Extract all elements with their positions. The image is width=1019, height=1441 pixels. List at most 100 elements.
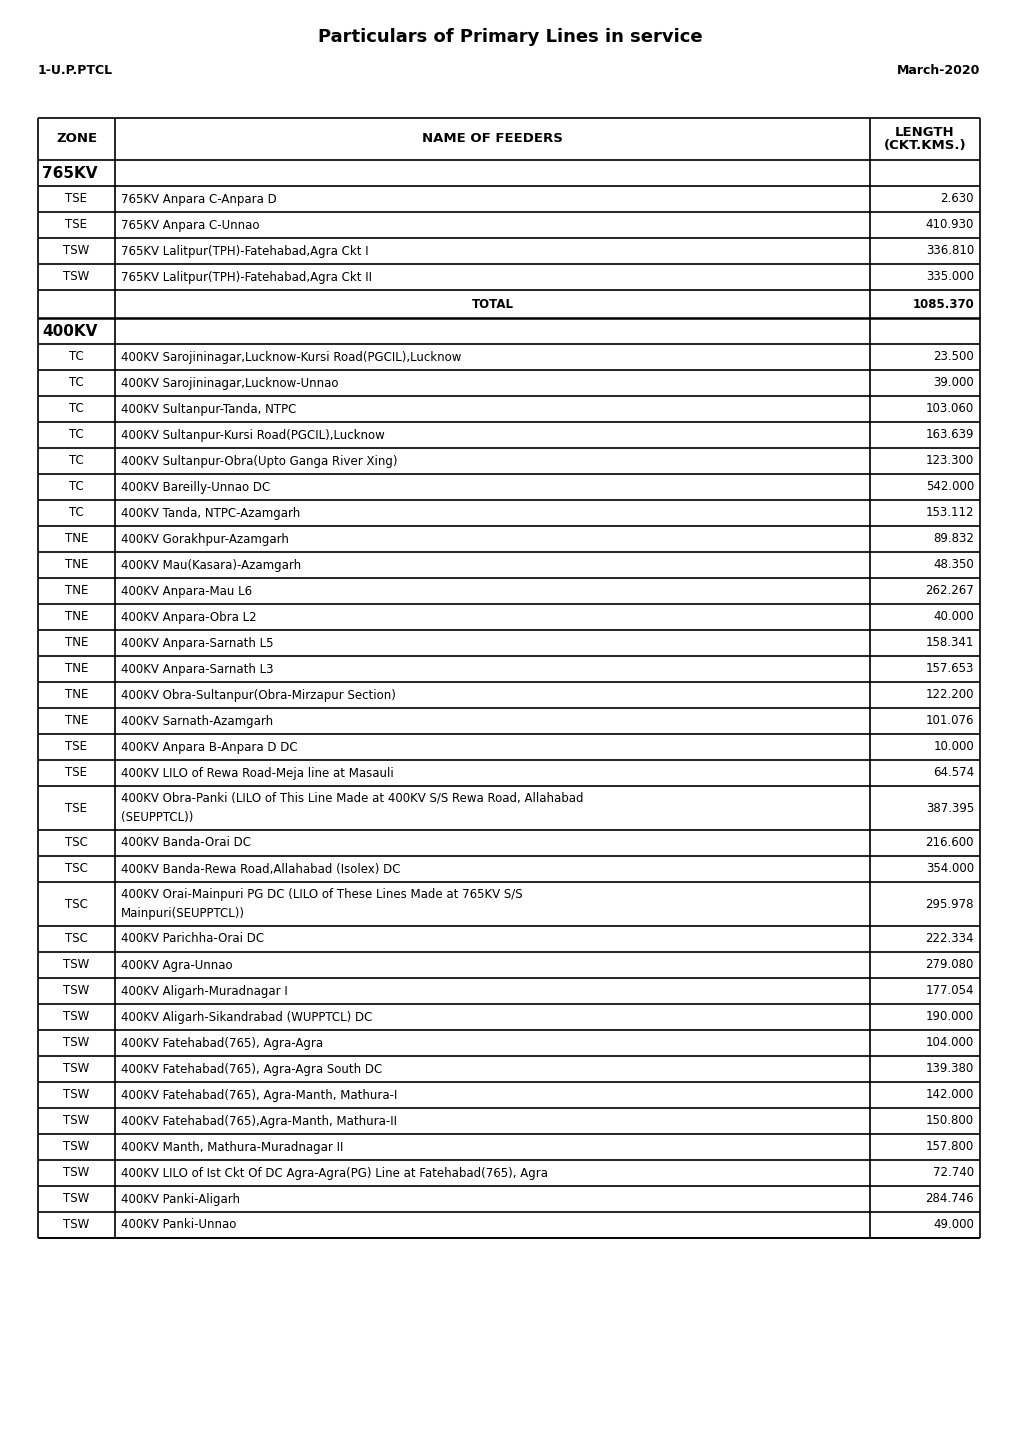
Text: 400KV Fatehabad(765),Agra-Manth, Mathura-II: 400KV Fatehabad(765),Agra-Manth, Mathura… [121,1114,396,1127]
Text: TC: TC [69,454,84,467]
Text: 39.000: 39.000 [932,376,973,389]
Text: TSW: TSW [63,1219,90,1232]
Text: 157.653: 157.653 [924,663,973,676]
Text: 400KV Sultanpur-Kursi Road(PGCIL),Lucknow: 400KV Sultanpur-Kursi Road(PGCIL),Luckno… [121,428,384,441]
Text: TSE: TSE [65,741,88,754]
Text: 400KV Aligarh-Sikandrabad (WUPPTCL) DC: 400KV Aligarh-Sikandrabad (WUPPTCL) DC [121,1010,372,1023]
Text: 400KV Banda-Orai DC: 400KV Banda-Orai DC [121,836,251,850]
Text: TC: TC [69,376,84,389]
Text: 72.740: 72.740 [932,1167,973,1180]
Text: TNE: TNE [65,663,88,676]
Text: 262.267: 262.267 [924,585,973,598]
Text: TSW: TSW [63,958,90,971]
Text: TSW: TSW [63,984,90,997]
Text: 279.080: 279.080 [924,958,973,971]
Text: Mainpuri(SEUPPTCL)): Mainpuri(SEUPPTCL)) [121,906,245,919]
Text: TSW: TSW [63,1036,90,1049]
Text: 400KV Fatehabad(765), Agra-Manth, Mathura-I: 400KV Fatehabad(765), Agra-Manth, Mathur… [121,1088,397,1101]
Text: TSC: TSC [65,898,88,911]
Text: 400KV Bareilly-Unnao DC: 400KV Bareilly-Unnao DC [121,480,270,493]
Text: TSE: TSE [65,767,88,780]
Text: 216.600: 216.600 [924,836,973,850]
Text: 23.500: 23.500 [932,350,973,363]
Text: TNE: TNE [65,611,88,624]
Text: 400KV Gorakhpur-Azamgarh: 400KV Gorakhpur-Azamgarh [121,533,288,546]
Text: 387.395: 387.395 [925,801,973,814]
Text: 123.300: 123.300 [925,454,973,467]
Text: 2.630: 2.630 [940,193,973,206]
Text: 336.810: 336.810 [925,245,973,258]
Text: TSC: TSC [65,932,88,945]
Text: 163.639: 163.639 [924,428,973,441]
Text: TSW: TSW [63,245,90,258]
Text: 765KV Anpara C-Unnao: 765KV Anpara C-Unnao [121,219,259,232]
Text: 284.746: 284.746 [924,1193,973,1206]
Text: TSW: TSW [63,271,90,284]
Text: TC: TC [69,428,84,441]
Text: 400KV: 400KV [42,323,97,339]
Text: 400KV Fatehabad(765), Agra-Agra South DC: 400KV Fatehabad(765), Agra-Agra South DC [121,1062,382,1075]
Text: 542.000: 542.000 [925,480,973,493]
Text: TSC: TSC [65,863,88,876]
Text: 150.800: 150.800 [925,1114,973,1127]
Text: NAME OF FEEDERS: NAME OF FEEDERS [422,133,562,146]
Text: TNE: TNE [65,585,88,598]
Text: 40.000: 40.000 [932,611,973,624]
Text: TC: TC [69,402,84,415]
Text: March-2020: March-2020 [896,63,979,76]
Text: 400KV Sultanpur-Obra(Upto Ganga River Xing): 400KV Sultanpur-Obra(Upto Ganga River Xi… [121,454,397,467]
Text: 101.076: 101.076 [924,715,973,728]
Text: 400KV Mau(Kasara)-Azamgarh: 400KV Mau(Kasara)-Azamgarh [121,559,301,572]
Text: 177.054: 177.054 [924,984,973,997]
Text: 295.978: 295.978 [924,898,973,911]
Text: 400KV Sarojininagar,Lucknow-Kursi Road(PGCIL),Lucknow: 400KV Sarojininagar,Lucknow-Kursi Road(P… [121,350,461,363]
Text: TSC: TSC [65,836,88,850]
Text: TSE: TSE [65,219,88,232]
Text: 400KV LILO of Rewa Road-Meja line at Masauli: 400KV LILO of Rewa Road-Meja line at Mas… [121,767,393,780]
Text: 400KV Parichha-Orai DC: 400KV Parichha-Orai DC [121,932,264,945]
Text: TSE: TSE [65,193,88,206]
Text: 1-U.P.PTCL: 1-U.P.PTCL [38,63,113,76]
Text: 10.000: 10.000 [932,741,973,754]
Text: ZONE: ZONE [56,133,97,146]
Text: 400KV Agra-Unnao: 400KV Agra-Unnao [121,958,232,971]
Text: TNE: TNE [65,637,88,650]
Text: 400KV LILO of Ist Ckt Of DC Agra-Agra(PG) Line at Fatehabad(765), Agra: 400KV LILO of Ist Ckt Of DC Agra-Agra(PG… [121,1167,547,1180]
Text: 354.000: 354.000 [925,863,973,876]
Text: 139.380: 139.380 [925,1062,973,1075]
Text: 142.000: 142.000 [924,1088,973,1101]
Text: 765KV Lalitpur(TPH)-Fatehabad,Agra Ckt II: 765KV Lalitpur(TPH)-Fatehabad,Agra Ckt I… [121,271,372,284]
Text: 400KV Sarojininagar,Lucknow-Unnao: 400KV Sarojininagar,Lucknow-Unnao [121,376,338,389]
Text: 222.334: 222.334 [924,932,973,945]
Text: TSW: TSW [63,1140,90,1153]
Text: TSW: TSW [63,1088,90,1101]
Text: TNE: TNE [65,559,88,572]
Text: TNE: TNE [65,715,88,728]
Text: 410.930: 410.930 [924,219,973,232]
Text: 122.200: 122.200 [924,689,973,702]
Text: TC: TC [69,480,84,493]
Text: TSW: TSW [63,1062,90,1075]
Text: (SEUPPTCL)): (SEUPPTCL)) [121,811,194,824]
Text: TNE: TNE [65,689,88,702]
Text: LENGTH: LENGTH [895,125,954,138]
Text: (CKT.KMS.): (CKT.KMS.) [882,140,965,153]
Text: 400KV Anpara-Obra L2: 400KV Anpara-Obra L2 [121,611,257,624]
Text: 400KV Panki-Unnao: 400KV Panki-Unnao [121,1219,236,1232]
Text: 400KV Anpara B-Anpara D DC: 400KV Anpara B-Anpara D DC [121,741,298,754]
Text: 153.112: 153.112 [924,506,973,520]
Text: 190.000: 190.000 [925,1010,973,1023]
Text: TSW: TSW [63,1193,90,1206]
Text: 400KV Orai-Mainpuri PG DC (LILO of These Lines Made at 765KV S/S: 400KV Orai-Mainpuri PG DC (LILO of These… [121,888,522,901]
Text: 1085.370: 1085.370 [911,297,973,310]
Text: TSW: TSW [63,1010,90,1023]
Text: 400KV Sultanpur-Tanda, NTPC: 400KV Sultanpur-Tanda, NTPC [121,402,297,415]
Text: 157.800: 157.800 [925,1140,973,1153]
Text: 49.000: 49.000 [932,1219,973,1232]
Text: 400KV Tanda, NTPC-Azamgarh: 400KV Tanda, NTPC-Azamgarh [121,506,300,520]
Text: TSW: TSW [63,1114,90,1127]
Text: 48.350: 48.350 [932,559,973,572]
Text: 765KV Lalitpur(TPH)-Fatehabad,Agra Ckt I: 765KV Lalitpur(TPH)-Fatehabad,Agra Ckt I [121,245,368,258]
Text: 400KV Aligarh-Muradnagar I: 400KV Aligarh-Muradnagar I [121,984,287,997]
Text: 400KV Manth, Mathura-Muradnagar II: 400KV Manth, Mathura-Muradnagar II [121,1140,343,1153]
